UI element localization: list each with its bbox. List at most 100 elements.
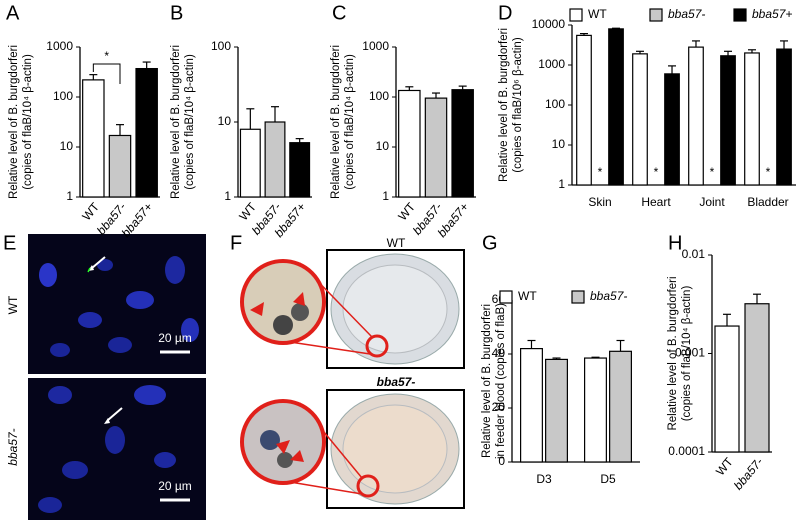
bar bbox=[744, 52, 760, 186]
y-axis-label: Relative level of B. burgdorferi bbox=[498, 28, 510, 182]
y-tick-label: 10 bbox=[376, 139, 390, 153]
y-tick-label: 100 bbox=[53, 89, 73, 103]
bar bbox=[688, 46, 704, 186]
y-axis-label: Relative level of B. burgdorferi bbox=[330, 45, 342, 199]
annotation: * bbox=[766, 165, 771, 179]
y-axis-label: Relative level of B. burgdorferi bbox=[481, 304, 493, 458]
y-tick-label: 1 bbox=[558, 177, 565, 191]
y-tick-label: 100 bbox=[211, 39, 231, 53]
y-tick-label: 1000 bbox=[362, 39, 389, 53]
panel-label: C bbox=[332, 2, 346, 24]
y-axis-label: (copies of flaB/10⁶ β-actin) bbox=[512, 37, 524, 173]
panel-label: G bbox=[482, 232, 498, 254]
x-tick-label: Joint bbox=[699, 195, 725, 209]
y-tick-label: 10 bbox=[218, 114, 232, 128]
bar bbox=[720, 55, 736, 186]
bar bbox=[289, 142, 311, 198]
bar bbox=[239, 128, 261, 198]
bar bbox=[264, 121, 286, 198]
legend-swatch bbox=[649, 8, 663, 22]
y-axis-label: (copies of flaB/10⁴ β-actin) bbox=[184, 54, 196, 190]
bar bbox=[576, 34, 592, 186]
y-tick-label: 0.0001 bbox=[668, 444, 705, 458]
legend-swatch bbox=[571, 290, 585, 304]
plate-photo bbox=[240, 249, 465, 509]
legend-label: bba57+ bbox=[752, 7, 792, 21]
annotation: * bbox=[104, 49, 109, 63]
panel-label: F bbox=[230, 232, 242, 254]
x-tick-label: WT bbox=[79, 199, 102, 223]
bar bbox=[424, 97, 448, 198]
y-axis-label: (copies of flaB/10⁴ β-actin) bbox=[344, 54, 356, 190]
bar bbox=[451, 89, 474, 198]
panel-label: A bbox=[6, 2, 20, 24]
x-tick-label: WT bbox=[713, 454, 736, 478]
bar bbox=[135, 67, 158, 198]
x-tick-label: Heart bbox=[641, 195, 671, 209]
plate-label: bba57- bbox=[377, 375, 416, 389]
annotation: * bbox=[654, 165, 659, 179]
row-label: bba57- bbox=[6, 428, 20, 465]
x-tick-label: D5 bbox=[600, 472, 616, 486]
bar bbox=[744, 303, 770, 453]
x-tick-label: bba57- bbox=[731, 455, 766, 493]
bar bbox=[584, 357, 607, 463]
y-tick-label: 40 bbox=[492, 346, 506, 360]
y-axis-label: Relative level of B. burgdorferi bbox=[8, 45, 20, 199]
bar bbox=[520, 348, 543, 463]
y-axis-label: (copies of flaB/10⁴ β-actin) bbox=[681, 286, 693, 422]
plate-label: WT bbox=[387, 236, 406, 250]
y-axis-label: Relative level of B. burgdorferi bbox=[170, 45, 182, 199]
bar bbox=[398, 89, 421, 198]
panel-label: E bbox=[3, 232, 16, 254]
annotation: * bbox=[710, 165, 715, 179]
y-tick-label: 1 bbox=[224, 189, 231, 203]
bar bbox=[545, 358, 568, 463]
y-tick-label: 0.001 bbox=[675, 346, 705, 360]
bracket bbox=[92, 63, 121, 84]
y-tick-label: 10 bbox=[552, 137, 566, 151]
bar bbox=[632, 53, 648, 186]
x-tick-label: WT bbox=[395, 199, 418, 223]
legend-swatch bbox=[733, 8, 747, 22]
scale-label: 20 µm bbox=[158, 479, 192, 493]
row-label: WT bbox=[6, 295, 20, 314]
y-tick-label: 1000 bbox=[46, 39, 73, 53]
x-tick-label: D3 bbox=[536, 472, 552, 486]
legend-label: bba57- bbox=[668, 7, 705, 21]
panel-label: B bbox=[170, 2, 183, 24]
x-tick-label: Bladder bbox=[747, 195, 788, 209]
legend-swatch bbox=[499, 290, 513, 304]
scale-label: 20 µm bbox=[158, 331, 192, 345]
legend-swatch bbox=[569, 8, 583, 22]
y-tick-label: 1 bbox=[66, 189, 73, 203]
bar bbox=[776, 48, 792, 186]
y-tick-label: 0 bbox=[498, 454, 505, 468]
legend-label: WT bbox=[518, 289, 537, 303]
y-tick-label: 100 bbox=[369, 89, 389, 103]
y-tick-label: 0.01 bbox=[682, 247, 706, 261]
y-axis-label: (copies of flaB/10⁴ β-actin) bbox=[22, 54, 34, 190]
bar bbox=[108, 134, 132, 198]
x-tick-label: Skin bbox=[588, 195, 611, 209]
legend-label: bba57- bbox=[590, 289, 627, 303]
y-tick-label: 10000 bbox=[532, 17, 566, 31]
y-tick-label: 10 bbox=[60, 139, 74, 153]
y-axis-label: Relative level of B. burgdorferi bbox=[667, 276, 679, 430]
bar bbox=[82, 79, 105, 198]
annotation: * bbox=[598, 165, 603, 179]
y-tick-label: 100 bbox=[545, 97, 565, 111]
y-tick-label: 1000 bbox=[538, 57, 565, 71]
bar bbox=[664, 73, 680, 186]
y-tick-label: 1 bbox=[382, 189, 389, 203]
micrograph bbox=[28, 234, 206, 520]
legend-label: WT bbox=[588, 7, 607, 21]
y-axis-label: in feeder blood (copies of flaB) bbox=[495, 303, 507, 459]
bar bbox=[608, 28, 624, 186]
panel-label: H bbox=[668, 232, 682, 254]
bar bbox=[714, 325, 740, 453]
panel-label: D bbox=[498, 2, 512, 24]
y-tick-label: 20 bbox=[492, 400, 506, 414]
bar bbox=[609, 350, 632, 463]
